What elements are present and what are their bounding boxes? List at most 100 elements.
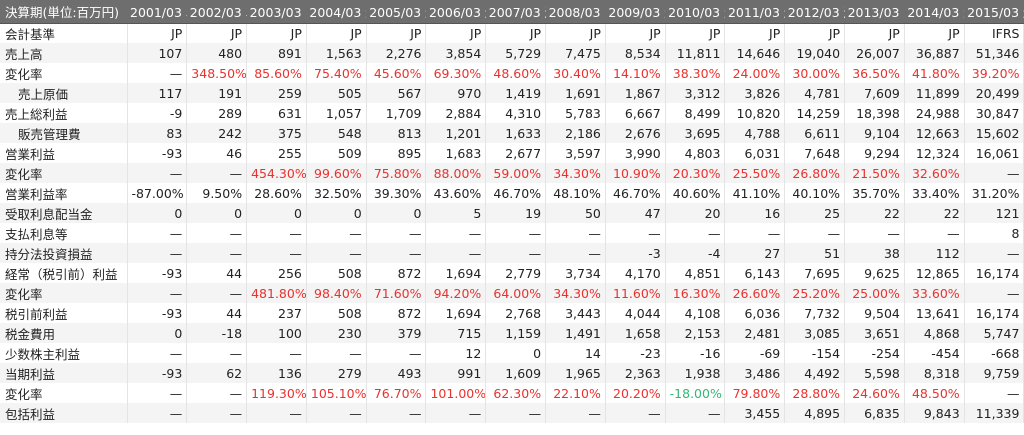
table-cell[interactable]: 33.40% [904,183,965,203]
table-cell[interactable]: — [306,243,367,263]
table-cell[interactable]: — [186,163,248,183]
table-cell[interactable]: — [485,223,547,243]
table-cell[interactable]: — [246,223,307,243]
table-cell[interactable]: -18 [186,323,248,343]
table-cell[interactable]: 22.10% [545,383,606,403]
period-header[interactable]: 2012/03 連 [784,0,845,24]
table-cell[interactable]: 25.00% [844,283,905,303]
table-cell[interactable]: — [246,243,307,263]
table-cell[interactable]: 508 [306,263,367,283]
table-cell[interactable]: — [366,403,427,423]
table-cell[interactable]: 40.10% [784,183,846,203]
table-cell[interactable]: 44 [186,263,248,283]
table-cell[interactable]: 7,475 [545,43,606,63]
table-cell[interactable]: -668 [964,343,1024,363]
table-cell[interactable]: JP [784,23,846,43]
table-cell[interactable]: 13,641 [904,303,965,323]
table-cell[interactable]: -23 [605,343,666,363]
table-cell[interactable]: -93 [127,363,188,383]
table-cell[interactable]: 5,747 [964,323,1024,343]
table-cell[interactable]: JP [366,23,427,43]
table-cell[interactable]: 33.60% [904,283,965,303]
table-cell[interactable]: 237 [246,303,307,323]
table-cell[interactable]: 43.60% [425,183,487,203]
row-label[interactable]: 変化率 [0,383,128,403]
table-cell[interactable]: — [186,283,248,303]
table-cell[interactable]: — [127,163,188,183]
table-cell[interactable]: 7,732 [784,303,846,323]
table-cell[interactable]: 94.20% [425,283,487,303]
table-cell[interactable]: 35.70% [844,183,905,203]
period-header[interactable]: 2007/03 連 [485,0,546,24]
table-cell[interactable]: 3,085 [784,323,846,343]
table-cell[interactable]: — [784,223,846,243]
table-cell[interactable]: 24.60% [844,383,905,403]
table-cell[interactable]: 567 [366,83,427,103]
table-cell[interactable]: — [127,403,188,423]
table-cell[interactable]: 4,044 [605,303,666,323]
table-cell[interactable]: 107 [127,43,188,63]
row-label[interactable]: 持分法投資損益 [0,243,128,263]
table-cell[interactable]: 0 [485,343,547,363]
table-cell[interactable]: 22 [904,203,965,223]
table-cell[interactable]: 75.80% [366,163,427,183]
row-label[interactable]: 税引前利益 [0,303,128,323]
table-cell[interactable]: 1,609 [485,363,547,383]
table-cell[interactable]: 46.70% [605,183,666,203]
table-cell[interactable]: 2,676 [605,123,666,143]
table-cell[interactable]: 40.60% [665,183,726,203]
table-cell[interactable]: 6,667 [605,103,666,123]
table-cell[interactable]: 34.30% [545,283,606,303]
row-label[interactable]: 税金費用 [0,323,128,343]
table-cell[interactable]: 8,534 [605,43,666,63]
table-cell[interactable]: 9,104 [844,123,905,143]
table-cell[interactable]: 20.30% [665,163,726,183]
table-cell[interactable]: 2,884 [425,103,487,123]
table-cell[interactable]: 12,663 [904,123,965,143]
table-cell[interactable]: — [127,223,188,243]
table-cell[interactable]: 12,865 [904,263,965,283]
table-cell[interactable]: 9,294 [844,143,905,163]
table-cell[interactable]: 256 [246,263,307,283]
table-cell[interactable]: 46 [186,143,248,163]
table-cell[interactable]: JP [127,23,188,43]
table-cell[interactable]: — [246,343,307,363]
table-cell[interactable]: 48.60% [485,63,547,83]
table-cell[interactable]: — [605,223,666,243]
table-cell[interactable]: 5,729 [485,43,547,63]
table-cell[interactable]: 1,419 [485,83,547,103]
table-cell[interactable]: 85.60% [246,63,307,83]
table-cell[interactable]: 38 [844,243,905,263]
table-cell[interactable]: 11,339 [964,403,1024,423]
table-cell[interactable]: 493 [366,363,427,383]
table-cell[interactable]: 7,648 [784,143,846,163]
table-cell[interactable]: 30.40% [545,63,606,83]
table-cell[interactable]: 14 [545,343,606,363]
table-cell[interactable]: — [186,223,248,243]
table-cell[interactable]: — [545,223,606,243]
table-cell[interactable]: 59.00% [485,163,547,183]
table-cell[interactable]: JP [545,23,606,43]
table-cell[interactable]: 2,276 [366,43,427,63]
table-cell[interactable]: 2,481 [724,323,786,343]
table-cell[interactable]: 24,988 [904,103,965,123]
table-cell[interactable]: 4,170 [605,263,666,283]
table-cell[interactable]: 101.00% [425,383,487,403]
table-cell[interactable]: -69 [724,343,786,363]
table-cell[interactable]: 16,174 [964,303,1024,323]
table-cell[interactable]: -87.00% [127,183,188,203]
table-cell[interactable]: 20,499 [964,83,1024,103]
table-cell[interactable]: 105.10% [306,383,367,403]
table-cell[interactable]: 11.60% [605,283,666,303]
row-label[interactable]: 売上総利益 [0,103,128,123]
table-cell[interactable]: — [964,283,1024,303]
table-cell[interactable]: 2,363 [605,363,666,383]
period-header[interactable]: 2006/03 連 [425,0,486,24]
table-cell[interactable]: -93 [127,263,188,283]
row-label[interactable]: 支払利息等 [0,223,128,243]
table-cell[interactable]: 1,683 [425,143,487,163]
table-cell[interactable]: — [366,343,427,363]
table-cell[interactable]: 1,491 [545,323,606,343]
table-cell[interactable]: 41.10% [724,183,786,203]
table-cell[interactable]: — [964,243,1024,263]
